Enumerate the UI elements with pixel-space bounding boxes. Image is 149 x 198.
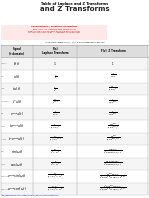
Text: $\frac{z}{z-1}$: $\frac{z}{z-1}$ [110,72,116,80]
Text: Assumptions / Bilateral Properties: Assumptions / Bilateral Properties [31,26,77,27]
Text: ramp: ramp [1,88,5,89]
Text: $e^{-at}\sin(\omega t)$: $e^{-at}\sin(\omega t)$ [7,173,27,180]
Text: step: step [1,76,4,77]
Text: Table of Laplace and Z Transforms: Table of Laplace and Z Transforms [41,2,108,6]
Text: and Z Transforms: and Z Transforms [40,6,109,12]
Text: Signal
(t domain): Signal (t domain) [9,47,24,55]
Text: $\frac{z e^{-aT}}{(z-e^{-aT})^{n+1}}$: $\frac{z e^{-aT}}{(z-e^{-aT})^{n+1}}$ [106,134,120,144]
Text: $\delta(t)$: $\delta(t)$ [13,60,21,67]
Bar [1,183,148,195]
Text: Table refers to 1 Transform with Formal Series
Produces Table of Frequency trans: Table refers to 1 Transform with Formal … [28,29,80,33]
Bar [1,133,148,145]
Text: $1$: $1$ [111,60,115,67]
Text: exp: exp [1,113,4,114]
Text: exp cosine: exp cosine [1,188,10,189]
Bar [1,25,107,40]
Text: $\frac{z}{z-e^{-aT}}$: $\frac{z}{z-e^{-aT}}$ [108,97,118,106]
Text: $\frac{n!}{(s+a)^{n+1}}$: $\frac{n!}{(s+a)^{n+1}}$ [49,134,62,144]
Bar [1,57,148,70]
Text: $\frac{1}{s}$: $\frac{1}{s}$ [54,72,57,81]
Bar [1,83,148,95]
Text: $t\,u(t)$: $t\,u(t)$ [12,85,22,92]
Text: $e^{-at}\cos(\omega t)$: $e^{-at}\cos(\omega t)$ [7,185,27,193]
Bar [1,45,148,57]
Text: $\frac{\omega}{(s+a)^2+\omega^2}$: $\frac{\omega}{(s+a)^2+\omega^2}$ [47,172,63,181]
Text: $t^n u(t)$: $t^n u(t)$ [12,98,22,105]
Text: impulse: impulse [1,63,7,64]
Text: F(s)
Laplace Transform: F(s) Laplace Transform [42,47,69,55]
Bar [1,108,148,120]
Text: $\frac{ze^{-aT}\sin(\omega T)}{z^2-2ze^{-aT}\cos(\omega T)+e^{-2aT}}$: $\frac{ze^{-aT}\sin(\omega T)}{z^2-2ze^{… [99,171,127,182]
Text: All transforms assume f(nT) = f(t) = 0, when established in any sign: All transforms assume f(nT) = f(t) = 0, … [45,41,104,43]
Text: F(z)  Z Transform: F(z) Z Transform [101,49,125,53]
Text: http://www.swarthmore.edu/NatSci/echeeve1/Ref/DTFT/TransformTable.html: http://www.swarthmore.edu/NatSci/echeeve… [2,195,59,196]
Text: $\frac{z^2-ze^{-aT}\cos(\omega T)}{z^2-2ze^{-aT}\cos(\omega T)+e^{-2aT}}$: $\frac{z^2-ze^{-aT}\cos(\omega T)}{z^2-2… [99,184,127,194]
Text: $\frac{1}{s^2}$: $\frac{1}{s^2}$ [53,84,58,94]
Bar [1,120,148,133]
Bar [1,70,148,83]
Text: $t^n e^{-at}u(t)$: $t^n e^{-at}u(t)$ [8,135,25,143]
Text: $\frac{\omega}{s^2+\omega^2}$: $\frac{\omega}{s^2+\omega^2}$ [50,147,60,156]
Text: $\frac{z}{z-e^{-aT}}$: $\frac{z}{z-e^{-aT}}$ [108,109,118,118]
Text: $u(t)$: $u(t)$ [13,73,21,80]
Text: nth power: nth power [1,101,9,102]
Text: $t\,e^{-at}u(t)$: $t\,e^{-at}u(t)$ [9,123,25,130]
Text: $\frac{s}{s^2+\omega^2}$: $\frac{s}{s^2+\omega^2}$ [50,160,60,168]
Text: sine: sine [1,151,4,152]
Text: cosine: cosine [1,164,6,165]
Text: $\frac{s+a}{(s+a)^2+\omega^2}$: $\frac{s+a}{(s+a)^2+\omega^2}$ [47,184,63,194]
Text: $\frac{1}{(s+a)^2}$: $\frac{1}{(s+a)^2}$ [50,121,60,132]
Bar [1,170,148,183]
Bar [1,95,148,108]
Text: $\frac{z(z-\cos(\omega T))}{z^2-2z\cos(\omega T)+1}$: $\frac{z(z-\cos(\omega T))}{z^2-2z\cos(\… [103,159,123,169]
Text: $\frac{Tz}{(z-1)^2}$: $\frac{Tz}{(z-1)^2}$ [108,84,117,94]
Text: $1$: $1$ [53,60,57,67]
Bar [1,158,148,170]
Text: $\frac{n!}{s^{n+1}}$: $\frac{n!}{s^{n+1}}$ [52,97,59,106]
Text: $\sin(\omega t)$: $\sin(\omega t)$ [10,148,23,155]
Bar [1,145,148,158]
Text: $\frac{1}{s+a}$: $\frac{1}{s+a}$ [52,109,59,118]
Text: $e^{-at}u(t)$: $e^{-at}u(t)$ [10,110,24,118]
Text: $\frac{z\sin(\omega T)}{z^2-2z\cos(\omega T)+1}$: $\frac{z\sin(\omega T)}{z^2-2z\cos(\omeg… [103,146,123,157]
Text: $\frac{Tze^{-aT}}{(z-e^{-aT})^2}$: $\frac{Tze^{-aT}}{(z-e^{-aT})^2}$ [107,121,119,132]
Text: tn exp: tn exp [1,138,6,140]
Text: exp sine: exp sine [1,176,8,177]
Text: $\cos(\omega t)$: $\cos(\omega t)$ [10,161,24,168]
Text: t exp: t exp [1,126,5,127]
